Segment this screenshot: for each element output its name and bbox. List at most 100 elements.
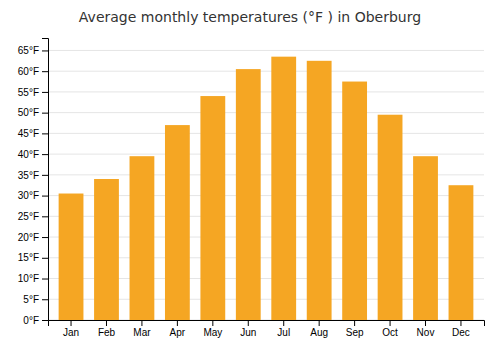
tick-mark (42, 113, 48, 114)
grid-line (48, 50, 484, 51)
tick-mark (42, 299, 48, 300)
bar (200, 96, 225, 320)
tick-mark (319, 320, 320, 326)
tick-label: Apr (170, 327, 186, 338)
grid-line (48, 112, 484, 113)
tick-label: 65°F (18, 45, 39, 56)
tick-label: 45°F (18, 128, 39, 139)
tick-mark (42, 154, 48, 155)
tick: 45°F (18, 128, 48, 139)
tick-mark (42, 71, 48, 72)
tick-mark (354, 320, 355, 326)
bar (236, 69, 261, 320)
tick-label: Dec (452, 327, 470, 338)
tick-label: 60°F (18, 66, 39, 77)
tick-mark (177, 320, 178, 326)
tick: 65°F (18, 45, 48, 56)
tick: Sep (346, 320, 364, 338)
tick-mark (106, 320, 107, 326)
tick-label: Jan (63, 327, 79, 338)
tick: 10°F (18, 273, 48, 284)
tick-label: May (203, 327, 222, 338)
tick: Nov (417, 320, 435, 338)
tick-label: Sep (346, 327, 364, 338)
bar (271, 57, 296, 320)
tick: 40°F (18, 149, 48, 160)
tick: 25°F (18, 211, 48, 222)
tick: Dec (452, 320, 470, 338)
tick-mark (42, 133, 48, 134)
tick-mark (71, 320, 72, 326)
tick-mark (248, 320, 249, 326)
bar (449, 185, 474, 320)
tick: 60°F (18, 66, 48, 77)
grid-line (48, 154, 484, 155)
tick-label: 35°F (18, 170, 39, 181)
axis-line (49, 321, 485, 327)
tick-mark (212, 320, 213, 326)
tick-label: 25°F (18, 211, 39, 222)
tick-mark (42, 175, 48, 176)
tick-mark (141, 320, 142, 326)
tick-label: 40°F (18, 149, 39, 160)
tick: 35°F (18, 170, 48, 181)
y-axis: 0°F 5°F 10°F 15°F 20°F 25°F 30°F 35°F 40°F 45°F 50… (18, 39, 49, 326)
tick-label: 0°F (23, 315, 39, 326)
tick: 5°F (23, 294, 48, 305)
bar (307, 61, 332, 320)
tick-label: Jun (240, 327, 256, 338)
tick: May (203, 320, 222, 338)
tick: 55°F (18, 87, 48, 98)
tick-label: Feb (98, 327, 116, 338)
tick-label: 5°F (23, 294, 39, 305)
tick: Feb (98, 320, 116, 338)
bar (342, 82, 367, 320)
tick: Jun (240, 320, 256, 338)
tick-mark (425, 320, 426, 326)
tick-mark (390, 320, 391, 326)
tick-label: Aug (310, 327, 328, 338)
tick: Mar (133, 320, 151, 338)
bar (165, 125, 190, 320)
tick-label: 20°F (18, 232, 39, 243)
tick-label: Oct (382, 327, 398, 338)
bar (378, 115, 403, 320)
tick: 15°F (18, 252, 48, 263)
bars (59, 57, 474, 320)
tick-label: 10°F (18, 273, 39, 284)
tick-mark (42, 279, 48, 280)
tick-mark (42, 216, 48, 217)
tick-mark (42, 92, 48, 93)
tick: Apr (170, 320, 186, 338)
tick-mark (42, 237, 48, 238)
chart: Average monthly temperatures (°F ) in Ob… (0, 0, 500, 350)
plot: 0°F 5°F 10°F 15°F 20°F 25°F 30°F 35°F 40°F 45°F 50… (18, 39, 485, 339)
tick-mark (460, 320, 461, 326)
tick-mark (42, 320, 48, 321)
tick-mark (283, 320, 284, 326)
bar (94, 179, 119, 320)
bar (413, 156, 438, 320)
grid (48, 50, 484, 320)
tick-mark (42, 50, 48, 51)
tick-mark (42, 196, 48, 197)
x-axis: Jan Feb Mar Apr May Jun Jul Aug Sep Oct Nov Dec (49, 320, 485, 338)
grid-line (48, 91, 484, 92)
axis-line (42, 39, 49, 321)
tick-label: Nov (417, 327, 435, 338)
title: Average monthly temperatures (°F ) in Ob… (79, 9, 421, 25)
tick-label: Mar (133, 327, 151, 338)
tick-label: 50°F (18, 107, 39, 118)
tick-label: Jul (277, 327, 290, 338)
tick-label: 30°F (18, 190, 39, 201)
tick: 50°F (18, 107, 48, 118)
tick-label: 55°F (18, 87, 39, 98)
grid-line (48, 71, 484, 72)
bar (130, 156, 155, 320)
tick: Jul (277, 320, 290, 338)
tick: 30°F (18, 190, 48, 201)
tick-mark (42, 258, 48, 259)
grid-line (48, 133, 484, 134)
tick: Oct (382, 320, 398, 338)
tick: 20°F (18, 232, 48, 243)
